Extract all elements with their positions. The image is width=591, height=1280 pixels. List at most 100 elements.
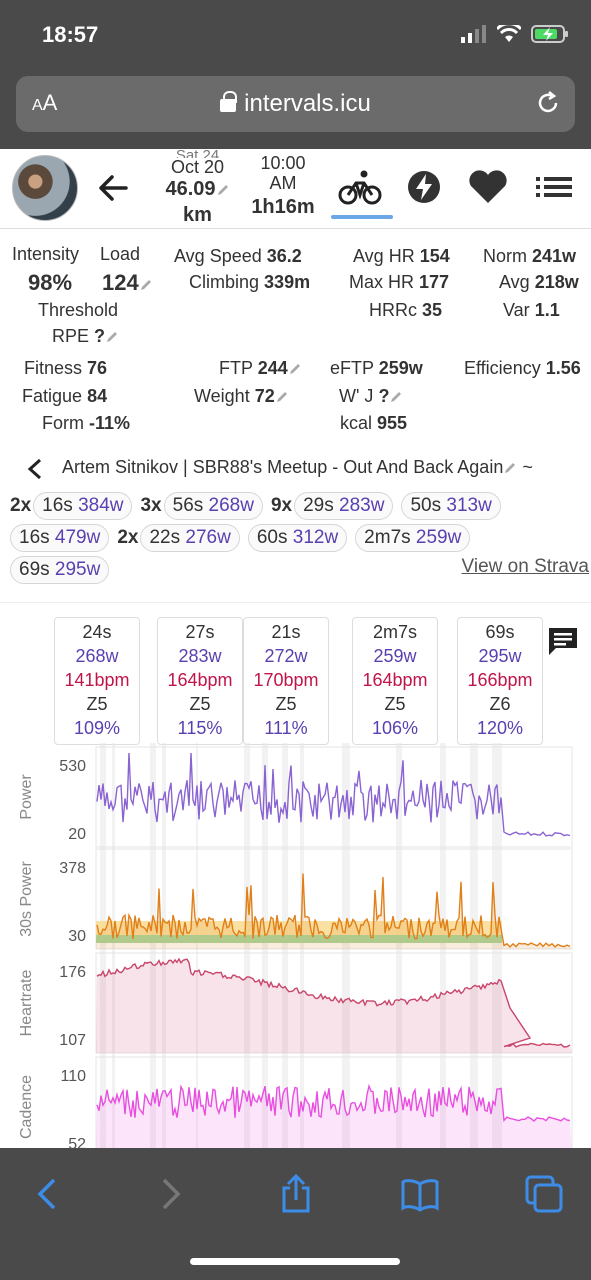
interval-duration: 50s — [410, 495, 442, 516]
interval-multiplier: 2x — [117, 527, 139, 548]
interval-group[interactable]: 9x 29s 283w — [270, 492, 394, 520]
interval-pill[interactable]: 16s 384w — [33, 492, 133, 520]
lock-icon — [220, 91, 238, 112]
chart-tick-min: 52 — [68, 1136, 86, 1149]
activity-date[interactable]: Sat 24 Oct 20 46.09 km — [160, 149, 235, 228]
interval-group[interactable]: 2x 16s 384w — [10, 492, 133, 520]
chart-area-fill — [96, 959, 572, 1053]
interval-group[interactable]: 16s 479w — [10, 524, 110, 552]
tab-bike-icon[interactable] — [338, 167, 382, 207]
interval-band — [262, 743, 268, 1149]
tab-bolt-icon[interactable] — [402, 167, 446, 207]
pencil-icon[interactable] — [139, 278, 153, 292]
interval-group[interactable]: 3x 56s 268w — [140, 492, 263, 520]
interval-card[interactable]: 2m7s 259w 164bpm Z5 106% — [352, 617, 438, 745]
pencil-icon[interactable] — [216, 183, 230, 197]
chevron-left-icon[interactable] — [26, 458, 44, 480]
interval-group[interactable]: 2m7s 259w — [355, 524, 471, 552]
interval-pill[interactable]: 29s 283w — [294, 492, 394, 520]
status-icons — [461, 24, 569, 44]
interval-card[interactable]: 24s 268w 141bpm Z5 109% — [54, 617, 140, 745]
interval-row-1: 2x 16s 384w 3x 56s 268w 9x 29s 283w 50s 313w — [10, 492, 509, 520]
url-text[interactable]: intervals.icu — [16, 90, 575, 118]
interval-group[interactable]: 69s 295w — [10, 556, 110, 584]
fatigue: Fatigue 84 — [22, 386, 108, 406]
avg-speed: Avg Speed 36.2 — [174, 246, 302, 266]
signal-icon — [461, 25, 486, 43]
active-tab-indicator — [331, 215, 393, 219]
back-arrow-icon[interactable] — [96, 171, 130, 205]
interval-power: 312w — [292, 527, 339, 548]
pencil-icon[interactable] — [503, 461, 517, 475]
comment-icon[interactable] — [546, 625, 580, 659]
intensity-label: Intensity — [12, 244, 80, 264]
forward-icon[interactable] — [150, 1174, 190, 1214]
interval-pill[interactable]: 60s 312w — [247, 524, 348, 552]
chart-panel — [95, 746, 573, 848]
interval-band — [282, 743, 288, 1149]
interval-band — [440, 743, 446, 1149]
interval-power: 276w — [185, 527, 231, 548]
interval-pill[interactable]: 2m7s 259w — [355, 524, 471, 552]
tabs-icon[interactable] — [524, 1174, 564, 1214]
card-percent: 115% — [177, 718, 223, 738]
wifi-icon — [497, 25, 521, 42]
card-power: 272w — [264, 646, 308, 666]
interval-row-3: 69s 295w — [10, 556, 117, 584]
back-icon[interactable] — [28, 1174, 68, 1214]
interval-group[interactable]: 50s 313w — [401, 492, 501, 520]
view-on-strava-link[interactable]: View on Strava — [461, 556, 589, 577]
route-name[interactable]: Artem Sitnikov | SBR88's Meetup - Out An… — [62, 457, 533, 477]
avatar[interactable] — [12, 155, 78, 221]
reader-aa-button[interactable]: AAAA — [32, 90, 58, 115]
interval-card[interactable]: 69s 295w 166bpm Z6 120% — [457, 617, 543, 745]
ftp[interactable]: FTP 244 — [219, 358, 302, 379]
card-duration: 27s — [185, 622, 215, 642]
card-heartrate: 166bpm — [467, 670, 533, 690]
route-row[interactable]: Artem Sitnikov | SBR88's Meetup - Out An… — [0, 454, 591, 484]
interval-band — [470, 743, 478, 1149]
interval-multiplier: 9x — [270, 495, 293, 516]
card-percent: 120% — [476, 718, 524, 738]
hrrc: HRRc 35 — [369, 300, 443, 320]
pencil-icon[interactable] — [389, 390, 403, 404]
bookmarks-icon[interactable] — [400, 1174, 440, 1214]
activity-charts[interactable]: Power 530 20 30s Power 378 30 Heartrate 176 107 C… — [0, 743, 591, 1149]
interval-pill[interactable]: 16s 479w — [10, 524, 110, 552]
address-bar[interactable]: AAAA intervals.icu — [16, 76, 575, 132]
interval-pill[interactable]: 69s 295w — [10, 556, 110, 584]
chart-tick-max: 378 — [59, 860, 86, 877]
w-prime[interactable]: W' J ? — [339, 386, 403, 407]
chart-series-line — [96, 752, 571, 837]
load-value-wrap[interactable]: 124 — [102, 270, 153, 296]
pencil-icon[interactable] — [288, 362, 302, 376]
tab-heart-icon[interactable] — [466, 167, 510, 207]
interval-group[interactable]: 60s 312w — [247, 524, 348, 552]
interval-duration: 22s — [149, 527, 181, 548]
pencil-icon[interactable] — [275, 390, 289, 404]
chart-tick-min: 107 — [59, 1032, 86, 1049]
share-icon[interactable] — [276, 1174, 316, 1214]
chart-ylabel: 30s Power — [18, 861, 35, 937]
interval-pill[interactable]: 50s 313w — [401, 492, 501, 520]
reload-icon[interactable] — [535, 90, 561, 116]
intensity-value: 98% — [28, 270, 73, 295]
card-zone: Z5 — [189, 694, 211, 714]
interval-card[interactable]: 27s 283w 164bpm Z5 115% — [157, 617, 243, 745]
interval-card[interactable]: 21s 272w 170bpm Z5 111% — [243, 617, 329, 745]
interval-group[interactable]: 2x 22s 276w — [117, 524, 240, 552]
date-date: Oct 20 — [170, 157, 225, 177]
card-percent: 111% — [264, 718, 308, 738]
weight[interactable]: Weight 72 — [194, 386, 289, 407]
chart-area: 24s 268w 141bpm Z5 109% 27s 283w 164bpm Z5 115% 21… — [0, 602, 591, 1149]
load-value: 124 — [102, 270, 139, 295]
interval-pill[interactable]: 22s 276w — [140, 524, 240, 552]
browser-bottom-toolbar — [0, 1148, 591, 1280]
activity-time: 10:00 AM 1h16m — [244, 153, 322, 221]
rpe[interactable]: RPE ? — [52, 326, 119, 347]
tab-list-icon[interactable] — [532, 167, 576, 207]
interval-pill[interactable]: 56s 268w — [163, 492, 263, 520]
card-duration: 24s — [82, 622, 112, 642]
interval-power: 283w — [339, 495, 385, 516]
pencil-icon[interactable] — [105, 330, 119, 344]
